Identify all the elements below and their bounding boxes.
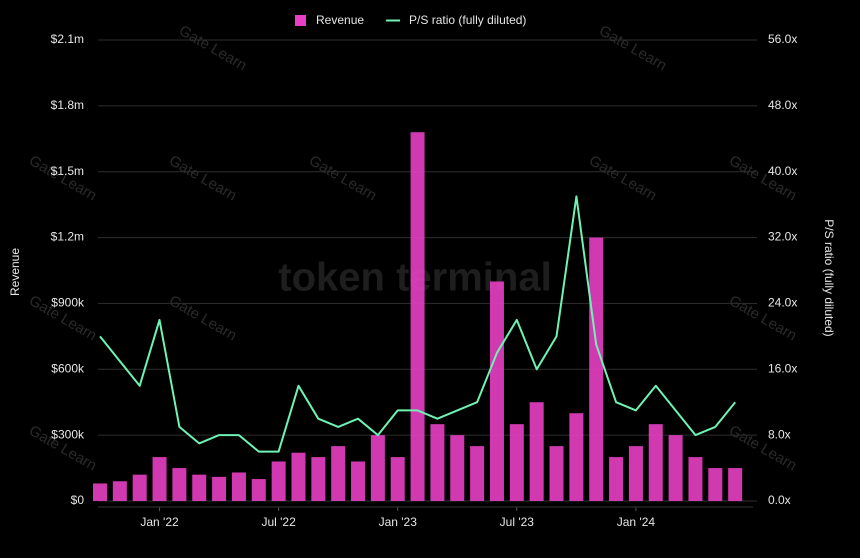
revenue-bar (410, 132, 425, 501)
x-tick-label: Jan '23 (379, 515, 418, 529)
revenue-bar (112, 481, 127, 501)
y2-tick-label: 0.0x (768, 493, 791, 507)
revenue-bar (331, 446, 346, 501)
y2-tick-label: 32.0x (768, 230, 797, 244)
revenue-bar (430, 424, 445, 501)
revenue-bar (509, 424, 524, 501)
revenue-bar (132, 474, 147, 501)
revenue-bar (628, 446, 643, 501)
x-tick-label: Jan '24 (617, 515, 656, 529)
revenue-bar (370, 435, 385, 501)
revenue-bar (152, 457, 167, 501)
revenue-bar (708, 468, 723, 501)
revenue-bar (93, 483, 107, 501)
legend: Revenue P/S ratio (fully diluted) (295, 13, 526, 27)
revenue-bar (549, 446, 564, 501)
y-tick-label: $0 (71, 493, 85, 507)
y-tick-label: $2.1m (51, 32, 84, 46)
y2-tick-label: 16.0x (768, 361, 797, 375)
revenue-bar (172, 468, 187, 501)
revenue-bar (648, 424, 663, 501)
legend-label: Revenue (316, 13, 364, 27)
y-tick-label: $1.5m (51, 164, 84, 178)
x-tick-label: Jul '23 (500, 515, 535, 529)
y-axis-title: Revenue (8, 248, 22, 296)
y2-tick-label: 8.0x (768, 427, 791, 441)
y2-tick-label: 24.0x (768, 296, 797, 310)
revenue-bar (728, 468, 743, 501)
revenue-bar (192, 474, 207, 501)
revenue-bar (668, 435, 683, 501)
revenue-bar (569, 413, 584, 501)
y-tick-label: $900k (51, 296, 85, 310)
y-tick-label: $600k (51, 361, 85, 375)
y2-tick-label: 48.0x (768, 98, 797, 112)
revenue-bar (489, 281, 504, 501)
y-tick-label: $1.2m (51, 230, 84, 244)
revenue-bar (311, 457, 326, 501)
y-tick-label: $1.8m (51, 98, 84, 112)
y2-axis-title: P/S ratio (fully diluted) (822, 219, 836, 336)
x-tick-label: Jul '22 (261, 515, 296, 529)
legend-label: P/S ratio (fully diluted) (409, 13, 526, 27)
revenue-bar (231, 472, 246, 501)
revenue-bar (609, 457, 624, 501)
revenue-bar (589, 237, 604, 502)
revenue-bar (291, 452, 306, 501)
ps-ratio-line (99, 195, 736, 453)
legend-swatch (295, 15, 306, 26)
revenue-bar (529, 402, 544, 501)
revenue-bar (450, 435, 465, 501)
y2-tick-label: 56.0x (768, 32, 797, 46)
y-tick-label: $300k (51, 427, 85, 441)
revenue-bar (470, 446, 485, 501)
y2-tick-label: 40.0x (768, 164, 797, 178)
revenue-bar (251, 479, 266, 501)
revenue-bar (688, 457, 703, 501)
x-tick-label: Jan '22 (140, 515, 179, 529)
revenue-bar (390, 457, 405, 501)
revenue-bar (271, 461, 286, 501)
revenue-bar (212, 476, 227, 501)
revenue-bar (351, 461, 366, 501)
